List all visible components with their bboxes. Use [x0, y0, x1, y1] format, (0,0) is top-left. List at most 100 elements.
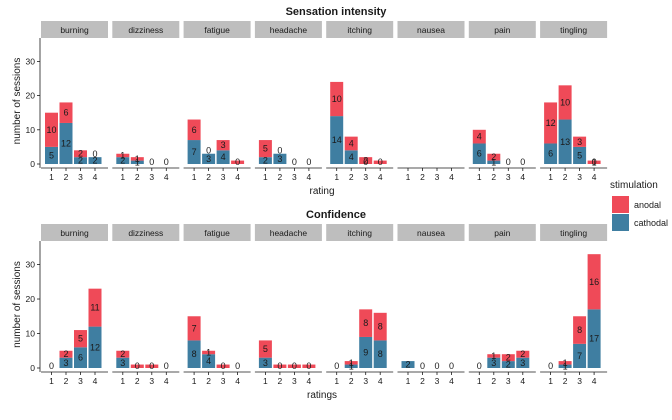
x-tick-label: 2 — [349, 376, 354, 386]
data-label-cathodal: 0 — [334, 361, 339, 371]
x-tick-label: 3 — [577, 376, 582, 386]
data-label-cathodal: 3 — [120, 358, 125, 368]
x-tick-label: 1 — [334, 376, 339, 386]
bar-cathodal — [544, 143, 558, 164]
data-label-cathodal: 4 — [206, 356, 211, 366]
bar-anodal — [216, 140, 230, 151]
y-tick-label: 0 — [30, 159, 35, 169]
data-label-cathodal: 1 — [349, 361, 354, 371]
legend-label-cathodal: cathodal — [634, 218, 668, 228]
facet-strip — [254, 21, 322, 38]
x-tick-label: 1 — [263, 376, 268, 386]
facet-strip — [397, 21, 465, 38]
facet-strip-label: headache — [270, 228, 308, 238]
facet-strip — [112, 224, 180, 241]
data-label-anodal: 1 — [592, 157, 597, 167]
bar-cathodal — [472, 143, 486, 164]
bar-anodal — [558, 85, 572, 120]
x-tick-label: 4 — [235, 172, 240, 182]
data-label-anodal: 2 — [63, 349, 68, 359]
y-tick-label: 20 — [26, 91, 36, 101]
facet-strip-label: itching — [347, 228, 372, 238]
bar-anodal — [487, 354, 501, 358]
facet-strip-label: tingling — [560, 228, 587, 238]
data-label-anodal: 2 — [120, 349, 125, 359]
x-tick-label: 1 — [120, 376, 125, 386]
bar-cathodal — [59, 122, 73, 164]
y-tick-label: 0 — [30, 363, 35, 373]
bar-anodal — [130, 157, 144, 161]
bar-cathodal — [88, 157, 102, 164]
bar-cathodal — [130, 160, 144, 164]
data-label-cathodal: 0 — [277, 361, 282, 371]
x-axis-title: ratings — [307, 390, 337, 401]
data-label-anodal: 1 — [206, 347, 211, 357]
x-tick-label: 1 — [334, 172, 339, 182]
y-tick-label: 10 — [26, 125, 36, 135]
facet-strip-label: pain — [494, 228, 510, 238]
x-tick-label: 4 — [592, 376, 597, 386]
x-tick-label: 3 — [363, 172, 368, 182]
x-axis-title: rating — [309, 186, 334, 197]
bar-anodal — [587, 254, 601, 310]
data-label-cathodal: 7 — [577, 351, 582, 361]
bar-anodal — [45, 112, 58, 147]
bar-cathodal — [501, 361, 515, 368]
data-label-anodal: 8 — [577, 325, 582, 335]
x-tick-label: 1 — [192, 376, 197, 386]
x-tick-label: 3 — [78, 376, 83, 386]
data-label-cathodal: 0 — [221, 361, 226, 371]
data-label-anodal: 8 — [363, 318, 368, 328]
data-label-cathodal: 0 — [164, 157, 169, 167]
data-label-cathodal: 0 — [235, 157, 240, 167]
bar-anodal — [373, 312, 387, 341]
data-label-anodal: 1 — [120, 150, 125, 160]
bar-cathodal — [74, 347, 87, 368]
x-tick-label: 4 — [307, 172, 312, 182]
bar-anodal — [587, 160, 601, 164]
bar-cathodal — [202, 354, 216, 368]
x-tick-label: 2 — [278, 376, 283, 386]
x-tick-label: 1 — [477, 172, 482, 182]
bar-anodal — [187, 119, 201, 141]
x-tick-label: 3 — [577, 172, 582, 182]
bar-anodal — [258, 340, 272, 358]
bar-cathodal — [187, 140, 201, 164]
x-tick-label: 4 — [93, 376, 98, 386]
data-label-anodal: 6 — [63, 108, 68, 118]
bar-cathodal — [88, 326, 102, 368]
facet-strip-label: tingling — [560, 25, 587, 35]
data-label-cathodal: 3 — [520, 358, 525, 368]
data-label-cathodal: 0 — [420, 361, 425, 371]
x-tick-label: 2 — [206, 376, 211, 386]
facet-strip — [326, 21, 394, 38]
data-label-cathodal: 1 — [491, 157, 496, 167]
legend-swatch-cathodal — [612, 214, 629, 231]
data-label-cathodal: 6 — [477, 149, 482, 159]
y-axis-title: number of sessions — [12, 261, 23, 348]
bar-cathodal — [573, 343, 587, 368]
data-label-cathodal: 0 — [149, 361, 154, 371]
data-label-anodal: 0 — [92, 149, 97, 159]
data-label-anodal: 2 — [491, 152, 496, 162]
legend-title: stimulation — [610, 180, 658, 191]
facet-strip-label: burning — [60, 228, 89, 238]
legend-label-anodal: anodal — [634, 200, 661, 210]
bar-anodal — [187, 316, 201, 341]
bar-anodal — [344, 136, 358, 151]
x-tick-label: 2 — [563, 172, 568, 182]
x-tick-label: 4 — [520, 376, 525, 386]
bar-anodal — [558, 361, 572, 365]
data-label-anodal: 0 — [206, 146, 211, 156]
x-tick-label: 4 — [520, 172, 525, 182]
x-tick-label: 1 — [477, 376, 482, 386]
bar-cathodal — [573, 146, 587, 164]
facet-strip-label: pain — [494, 25, 510, 35]
